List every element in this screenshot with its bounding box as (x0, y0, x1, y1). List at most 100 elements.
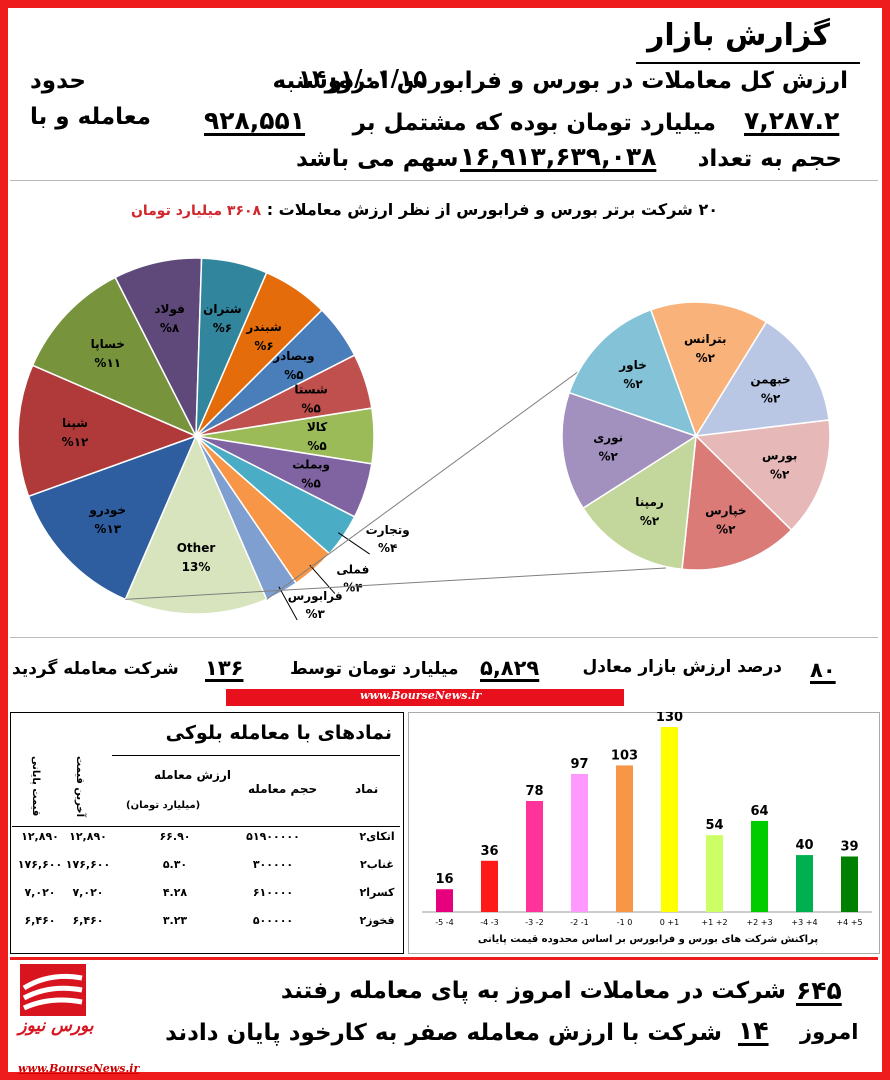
bar-value-7: 64 (750, 804, 768, 819)
block-cell-value: ۵.۳۰ (162, 858, 188, 871)
bar-4 (616, 765, 633, 912)
pie-name-7: وبصادر (272, 349, 314, 364)
sub-slice-1 (694, 320, 830, 437)
sub-value-0: %۲ (696, 351, 716, 365)
sub-value-4: %۲ (640, 514, 660, 528)
bar-category-5: 0 +1 (660, 918, 679, 927)
sub-slice-2 (694, 419, 831, 532)
pie-value-3: %۱۱ (94, 356, 121, 370)
percent-value: ۸۰ (810, 658, 836, 682)
leader-line-13 (278, 586, 298, 621)
pie-name-10: وبملت (292, 457, 330, 472)
block-cell-close: ۱۲,۸۹۰ (21, 830, 59, 843)
bar-chart: 16 -5 -4 36 -4 -3 78 -3 -2 97 -2 -1 103 -1 0 130 0 … (422, 712, 872, 945)
sub-value-3: %۲ (716, 522, 736, 536)
block-cell-symbol: اتکای۲ (359, 830, 395, 843)
bar-3 (571, 773, 588, 912)
share-volume: ۱۶,۹۱۳,۶۳۹,۰۳۸ (460, 142, 657, 171)
avg-value: ۵,۸۲۹ (480, 656, 540, 680)
block-cell-symbol: فخوز۲ (359, 914, 395, 927)
block-cell-volume: ۵۱۹۰۰۰۰۰ (246, 830, 300, 843)
secondary-pie: بترانس %۲ خبهمن %۲ بورس %۲ خپارس %۲ رمپنا %۲ نوری%… (561, 301, 831, 571)
block-trades-title: نمادهای با معامله بلوکی (165, 722, 392, 744)
bar-value-9: 39 (840, 840, 858, 855)
bar-value-0: 16 (435, 872, 453, 887)
bar-x-label: پراکنش شرکت های بورس و فرابورس بر اساس م… (478, 934, 818, 945)
bar-2 (526, 801, 543, 912)
col-value-unit: (میلیارد تومان) (126, 800, 201, 811)
sub-value-6: %۲ (623, 377, 643, 391)
bar-category-0: -5 -4 (435, 918, 454, 927)
today-label: امروز (800, 1020, 859, 1044)
bar-0 (436, 889, 453, 912)
bar-panel (408, 712, 880, 954)
block-cell-value: ۶۶.۹۰ (159, 830, 191, 843)
pie-name-6: شبندر (245, 320, 281, 334)
sub-name-4: رمپنا (635, 495, 664, 509)
logo-text: بورس نیوز (18, 1016, 94, 1036)
pie-name-4: فولاد (154, 302, 184, 317)
pie-chart: Other 13% خودرو %۱۳ شپنا %۱۲ خساپا %۱۱ فولاد %۸ شت… (17, 257, 831, 621)
sub-slice-4 (582, 434, 697, 571)
sub-slice-5 (561, 391, 698, 510)
pie-title-main: ۲۰ شرکت برتر بورس و فرابورس از نظر ارزش … (266, 200, 718, 219)
pie-slice-4 (114, 257, 203, 437)
pie-value-10: %۵ (301, 476, 320, 490)
pie-name-12: فملی (336, 563, 369, 577)
pie-name-13: فرابورس (288, 589, 343, 604)
pie-slice-0 (124, 434, 268, 615)
pie-slice-1 (27, 434, 198, 601)
page-title: گزارش بازار (647, 18, 830, 53)
header-about: حدود (30, 68, 86, 94)
block-cell-last: ۱۲,۸۹۰ (69, 830, 107, 843)
traded-count: ۶۴۵ (796, 976, 842, 1005)
sub-slice-3 (681, 434, 793, 571)
title-underline (636, 62, 860, 64)
sub-value-2: %۲ (770, 468, 790, 482)
bar-category-9: +4 +5 (836, 918, 862, 927)
bar-1 (481, 860, 498, 912)
block-cell-last: ۱۷۶,۶۰۰ (65, 858, 111, 871)
pie-value-1: %۱۳ (94, 522, 121, 536)
bar-category-2: -3 -2 (525, 918, 544, 927)
col-last-header: آخرین قیمت (74, 756, 85, 818)
bar-7 (751, 820, 768, 912)
sub-value-5: %۲ (599, 450, 619, 464)
bar-value-8: 40 (795, 838, 813, 853)
bar-value-4: 103 (611, 748, 638, 763)
pie-name-3: خساپا (91, 337, 125, 351)
sub-name-6: خاور (618, 358, 647, 373)
bar-category-6: +1 +2 (701, 918, 727, 927)
sub-name-3: خپارس (705, 503, 747, 517)
block-cell-close: ۶,۴۶۰ (24, 914, 56, 927)
block-cell-symbol: غناب۲ (360, 858, 394, 871)
header-volume-label: حجم به تعداد (697, 146, 842, 172)
companies-value: ۱۳۶ (205, 656, 244, 680)
bar-value-2: 78 (525, 784, 543, 799)
website-strip-label: www.BourseNews.ir (360, 689, 482, 702)
block-cell-symbol: کسرا۲ (359, 886, 395, 899)
pie-chart-title: ۲۰ شرکت برتر بورس و فرابورس از نظر ارزش … (131, 200, 718, 219)
total-value: ۷,۲۸۷.۲ (744, 106, 840, 135)
bar-5 (661, 727, 678, 912)
pie-name-2: شپنا (62, 416, 88, 430)
pie-name-11: وتجارت (366, 523, 410, 538)
pie-panel (10, 180, 878, 638)
avg-label: میلیارد تومان توسط (290, 659, 459, 679)
bar-6 (706, 835, 723, 912)
bar-9 (841, 856, 858, 912)
header-rule (12, 826, 400, 827)
pie-value-11: %۴ (378, 541, 397, 555)
block-cell-close: ۷,۰۲۰ (24, 886, 56, 899)
block-cell-volume: ۳۰۰۰۰۰ (252, 858, 294, 871)
pie-value-5: %۶ (213, 321, 232, 335)
sub-name-2: بورس (762, 449, 798, 464)
col-volume-header: حجم معامله (248, 782, 318, 796)
block-cell-volume: ۵۰۰۰۰۰ (252, 914, 294, 927)
bar-value-3: 97 (570, 757, 588, 772)
sub-name-1: خبهمن (750, 372, 790, 386)
block-trades-panel (10, 712, 404, 954)
col-symbol-header: نماد (355, 782, 379, 796)
bar-value-5: 130 (656, 712, 683, 725)
header-date: ۱۴۰۱/۰۱/۱۵ (298, 66, 428, 92)
